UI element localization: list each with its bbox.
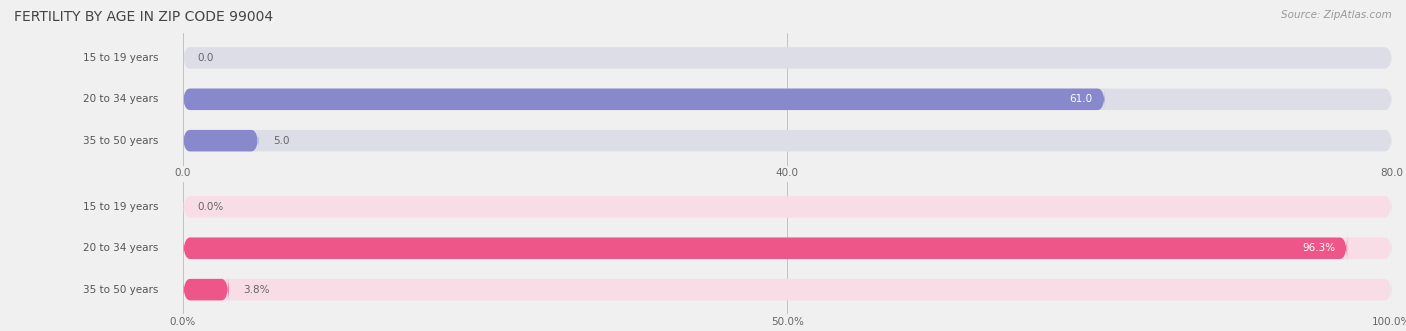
Text: FERTILITY BY AGE IN ZIP CODE 99004: FERTILITY BY AGE IN ZIP CODE 99004: [14, 10, 273, 24]
FancyBboxPatch shape: [183, 275, 1392, 304]
FancyBboxPatch shape: [183, 88, 1392, 110]
Text: 0.0: 0.0: [197, 53, 214, 63]
Text: 96.3%: 96.3%: [1302, 243, 1336, 253]
FancyBboxPatch shape: [183, 130, 259, 151]
Text: 61.0: 61.0: [1070, 94, 1092, 104]
FancyBboxPatch shape: [183, 193, 1392, 221]
Text: 35 to 50 years: 35 to 50 years: [83, 285, 159, 295]
Text: 20 to 34 years: 20 to 34 years: [83, 243, 159, 253]
Text: 0.0%: 0.0%: [197, 202, 224, 212]
FancyBboxPatch shape: [183, 88, 1105, 110]
FancyBboxPatch shape: [183, 130, 1392, 151]
Text: 5.0: 5.0: [273, 136, 290, 146]
FancyBboxPatch shape: [183, 234, 1347, 262]
Text: 3.8%: 3.8%: [243, 285, 270, 295]
Text: Source: ZipAtlas.com: Source: ZipAtlas.com: [1281, 10, 1392, 20]
Text: 15 to 19 years: 15 to 19 years: [83, 53, 159, 63]
Text: 20 to 34 years: 20 to 34 years: [83, 94, 159, 104]
FancyBboxPatch shape: [183, 275, 229, 304]
Text: 15 to 19 years: 15 to 19 years: [83, 202, 159, 212]
Text: 35 to 50 years: 35 to 50 years: [83, 136, 159, 146]
FancyBboxPatch shape: [183, 47, 1392, 69]
FancyBboxPatch shape: [183, 234, 1392, 262]
